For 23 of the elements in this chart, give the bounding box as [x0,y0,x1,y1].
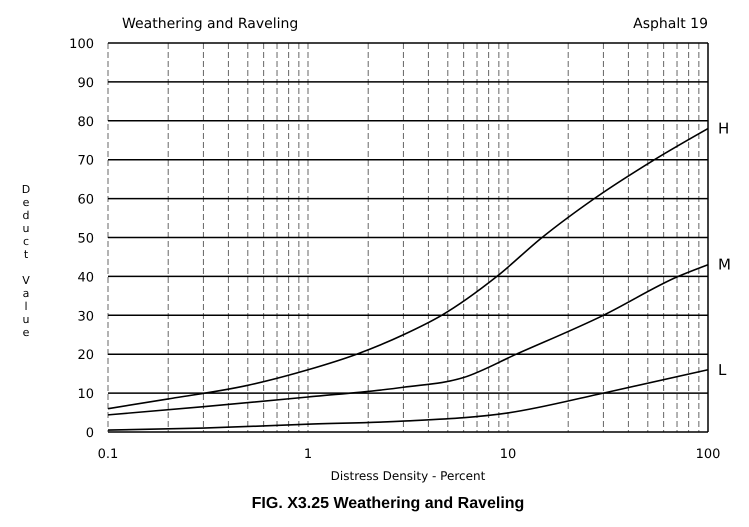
y-tick-label: 20 [77,348,94,364]
y-tick-label: 90 [77,76,94,91]
y-tick-label: 100 [69,37,94,52]
x-tick-label: 10 [500,447,516,462]
series-label: M [718,256,731,274]
y-tick-label: 80 [77,114,94,130]
y-tick-label: 10 [77,387,94,402]
x-tick-label: 0.1 [98,447,118,462]
y-tick-label: 0 [86,426,94,441]
series-label: L [718,360,727,379]
x-tick-label: 1 [304,447,312,462]
chart-title: Weathering and Raveling [122,16,298,32]
y-tick-label: 60 [77,192,94,208]
x-tick-label: 100 [696,447,720,462]
y-tick-label: 70 [77,154,94,169]
y-tick-label: 40 [77,270,94,286]
y-tick-label: 50 [77,232,94,246]
caption: FIG. X3.25 Weathering and Raveling [252,495,524,512]
y-tick-label: 30 [77,309,94,324]
x-axis-title: Distress Density - Percent [330,469,486,483]
text: Deduct Value [22,183,30,339]
chart-subtitle: Asphalt 19 [633,16,708,32]
series-label: H [718,120,730,138]
